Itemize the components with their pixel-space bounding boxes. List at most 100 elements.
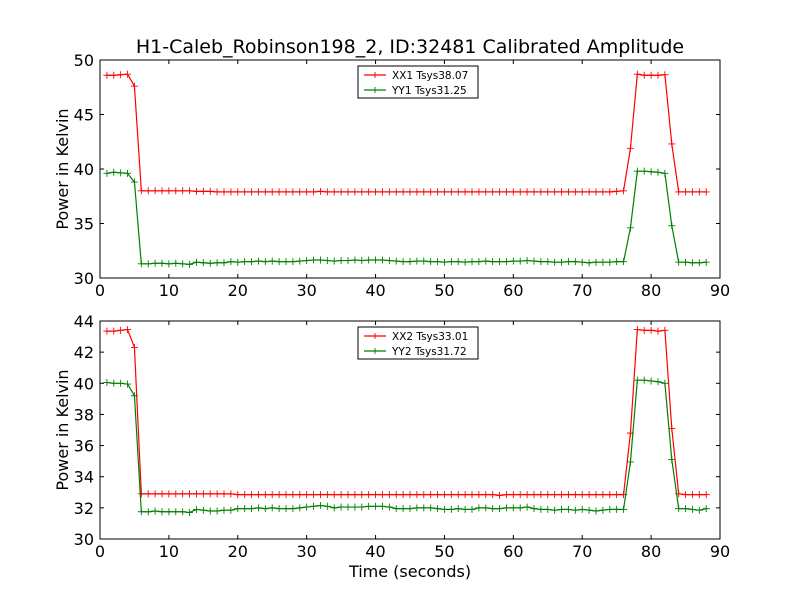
data-point	[475, 491, 483, 499]
data-point	[702, 258, 710, 266]
data-point	[392, 505, 400, 513]
data-point	[137, 187, 145, 195]
data-point	[227, 188, 235, 196]
data-point	[530, 505, 538, 513]
data-point	[385, 491, 393, 499]
data-point	[661, 379, 669, 387]
x-tick-label: 70	[572, 542, 592, 561]
data-point	[496, 258, 504, 266]
legend: XX2 Tsys33.01 YY2 Tsys31.72	[357, 326, 479, 360]
legend-box	[357, 65, 479, 99]
data-point	[558, 491, 566, 499]
data-point	[103, 327, 111, 335]
data-point	[124, 70, 132, 78]
y-tick-label: 45	[74, 106, 94, 125]
x-tick-label: 50	[434, 542, 454, 561]
data-point	[413, 257, 421, 265]
legend-label: XX1 Tsys38.07	[392, 70, 468, 82]
data-point	[668, 140, 676, 148]
data-point	[530, 257, 538, 265]
data-point	[564, 258, 572, 266]
data-point	[213, 507, 221, 515]
data-point	[179, 508, 187, 516]
data-point	[427, 188, 435, 196]
data-point	[344, 188, 352, 196]
data-point	[434, 505, 442, 513]
data-point	[551, 188, 559, 196]
data-point	[578, 491, 586, 499]
x-tick-label: 60	[503, 281, 523, 300]
data-point	[585, 491, 593, 499]
data-point	[688, 188, 696, 196]
data-point	[151, 187, 159, 195]
data-point	[261, 491, 269, 499]
data-point	[385, 188, 393, 196]
data-point	[372, 188, 380, 196]
data-point	[351, 503, 359, 511]
data-point	[220, 188, 228, 196]
data-point	[372, 502, 380, 510]
x-axis-label: Time (seconds)	[348, 562, 471, 581]
data-point	[558, 258, 566, 266]
data-point	[206, 187, 214, 195]
data-point	[454, 188, 462, 196]
data-point	[599, 491, 607, 499]
data-point	[702, 491, 710, 499]
data-point	[578, 505, 586, 513]
data-point	[468, 491, 476, 499]
data-point	[413, 188, 421, 196]
data-point	[633, 70, 641, 78]
data-point	[606, 491, 614, 499]
data-point	[192, 505, 200, 513]
data-point	[365, 502, 373, 510]
y-tick-label: 30	[74, 269, 94, 288]
data-point	[502, 188, 510, 196]
data-point	[172, 490, 180, 498]
legend-marker	[372, 348, 378, 354]
data-point	[268, 491, 276, 499]
data-point	[647, 168, 655, 176]
data-point	[103, 169, 111, 177]
data-point	[675, 258, 683, 266]
x-tick-label: 90	[710, 281, 730, 300]
data-point	[124, 169, 132, 177]
data-point	[675, 505, 683, 513]
data-point	[303, 257, 311, 265]
data-point	[475, 258, 483, 266]
data-point	[647, 326, 655, 334]
data-point	[310, 491, 318, 499]
data-point	[158, 508, 166, 516]
data-point	[137, 490, 145, 498]
data-point	[682, 491, 690, 499]
data-point	[537, 188, 545, 196]
data-point	[620, 187, 628, 195]
data-point	[117, 379, 125, 387]
data-point	[585, 188, 593, 196]
data-point	[392, 491, 400, 499]
data-point	[702, 188, 710, 196]
x-tick-label: 10	[159, 281, 179, 300]
data-point	[241, 505, 249, 513]
data-point	[406, 188, 414, 196]
data-point	[206, 490, 214, 498]
x-tick-label: 40	[365, 281, 385, 300]
data-point	[186, 260, 194, 268]
data-point	[640, 71, 648, 79]
data-point	[351, 491, 359, 499]
data-point	[117, 71, 125, 79]
data-point	[496, 491, 504, 499]
data-point	[606, 258, 614, 266]
data-point	[564, 505, 572, 513]
data-point	[592, 507, 600, 515]
data-point	[316, 256, 324, 264]
data-point	[695, 188, 703, 196]
data-point	[578, 188, 586, 196]
data-point	[227, 490, 235, 498]
data-point	[482, 257, 490, 265]
data-point	[220, 490, 228, 498]
data-point	[461, 491, 469, 499]
data-point	[544, 505, 552, 513]
data-point	[551, 258, 559, 266]
data-point	[179, 260, 187, 268]
x-tick-label: 20	[228, 281, 248, 300]
